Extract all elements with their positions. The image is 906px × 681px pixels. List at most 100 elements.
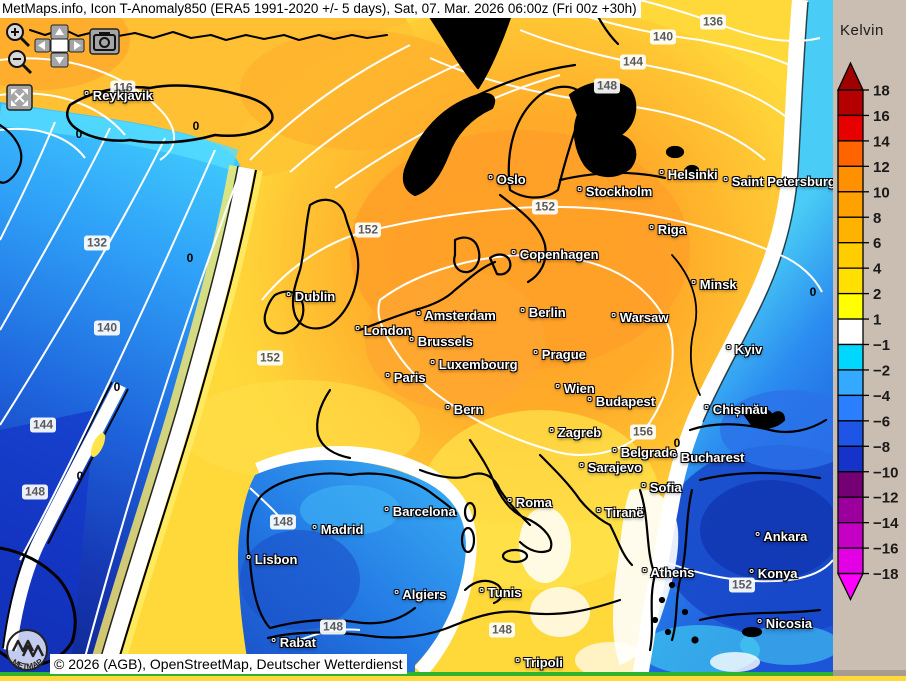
city-label: ° Dublin [286,289,336,304]
city-label: ° Bern [445,402,484,417]
contour-label: 152 [531,199,559,215]
legend-cell [837,242,864,269]
city-label: ° Stockholm [577,184,653,199]
city-label: ° Amsterdam [416,308,496,323]
contour-label: 140 [93,320,121,336]
map-canvas[interactable] [0,0,833,676]
city-label: ° Berlin [520,305,566,320]
zero-contour-label: 0 [186,251,194,265]
legend-unit-label: Kelvin [840,22,884,39]
legend-cell [837,267,864,295]
city-label: ° Sarajevo [579,460,643,475]
legend-tick-label: 1 [873,312,881,329]
city-label: ° Ankara [755,529,808,544]
zoom-out-button[interactable] [8,50,33,75]
bottom-edge-strip [0,672,833,676]
city-label: ° Tripoli [515,655,563,670]
zero-contour-label: 0 [809,285,817,299]
city-label: ° Budapest [587,394,656,409]
panel-bottom-edge [833,670,906,676]
legend-cell [837,522,864,549]
fullscreen-button[interactable] [6,20,33,111]
legend-tick-label: −4 [873,388,891,405]
legend-tick-label: 16 [873,108,890,125]
legend-cell [837,445,864,473]
city-label: ° Riga [649,222,686,237]
contour-label: 152 [256,350,284,366]
zero-contour-label: 0 [113,380,121,394]
legend-cell [837,191,864,218]
legend-cell [837,471,864,498]
city-label: ° Bucharest [672,450,745,465]
city-label: ° Helsinki [659,167,718,182]
city-label: ° Algiers [394,587,447,602]
map-title: MetMaps.info, Icon T-Anomaly850 (ERA5 19… [0,0,641,18]
city-label: ° Copenhagen [511,247,599,262]
snapshot-button[interactable] [89,28,120,55]
zero-contour-label: 0 [76,469,84,483]
legend-color-scale: 18 16 14 12 10 8 6 4 2 1 −1 −2 −4 −6 −8 −10 −12 −14 −16 −18 [833,0,906,681]
map-viewport[interactable]: ° Reykjavik ° Oslo ° Stockholm ° Helsinki ° … [0,0,833,676]
legend-cell [837,165,864,193]
legend-tick-label: 14 [873,133,890,150]
legend-cell [837,114,864,142]
legend-tick-label: −1 [873,337,890,354]
legend-cell [837,369,864,397]
metmaps-logo: METMAPS [1,629,48,671]
contour-label: 116 [110,80,136,96]
legend-cell [837,547,864,575]
city-label: ° Sofia [641,480,682,495]
legend-tick-label: 8 [873,210,881,227]
legend-cell [837,140,864,167]
zoom-in-button[interactable] [6,23,31,48]
city-label: ° Minsk [691,277,737,292]
contour-label: 148 [269,514,297,530]
attribution[interactable]: © 2026 (AGB), OpenStreetMap, Deutscher W… [50,654,407,674]
city-label: ° Warsaw [611,310,669,325]
legend-tick-label: −12 [873,490,898,507]
legend-tick-label: 6 [873,235,881,252]
city-label: ° Tunis [479,585,522,600]
legend-tick-label: −14 [873,515,899,532]
city-label: ° Brussels [409,334,473,349]
zero-contour-label: 0 [75,127,83,141]
city-label: ° London [355,323,412,338]
city-label: ° Barcelona [384,504,456,519]
legend-cell [837,89,864,117]
city-label: ° Paris [385,370,426,385]
contour-label: 152 [354,222,382,238]
contour-label: 136 [699,14,727,30]
city-label: ° Belgrade [612,445,677,460]
city-label: ° Athens [642,565,695,580]
city-label: ° Rabat [271,635,316,650]
legend-tick-label: 2 [873,286,881,303]
contour-label: 148 [488,622,516,638]
city-label: ° Prague [533,347,586,362]
city-label: ° Madrid [312,522,364,537]
city-label: ° Lisbon [246,552,298,567]
contour-label: 156 [629,424,657,440]
city-label: ° Reykjavik [84,88,153,103]
pan-control [34,24,85,68]
city-label: ° Chișinău [704,402,768,417]
contour-label: 132 [83,235,111,251]
legend-cell [837,394,864,422]
legend-tick-label: 10 [873,184,890,201]
contour-label: 144 [619,54,647,70]
map-controls [6,20,120,111]
legend-tick-label: −10 [873,464,898,481]
legend-cell [837,318,864,346]
contour-label: 148 [319,619,347,635]
legend-cell [837,216,864,244]
contour-label: 152 [728,577,756,593]
legend-cell [837,343,864,371]
legend-cell [837,292,864,320]
contour-label: 148 [21,484,49,500]
city-label: ° Roma [507,495,552,510]
legend-tick-label: 12 [873,159,890,176]
legend-tick-label: 4 [873,261,882,278]
city-label: ° Kyiv [726,342,763,357]
legend-tick-label: −18 [873,566,898,583]
city-label: ° Saint Petersburg [723,174,833,189]
contour-label: 144 [29,417,57,433]
